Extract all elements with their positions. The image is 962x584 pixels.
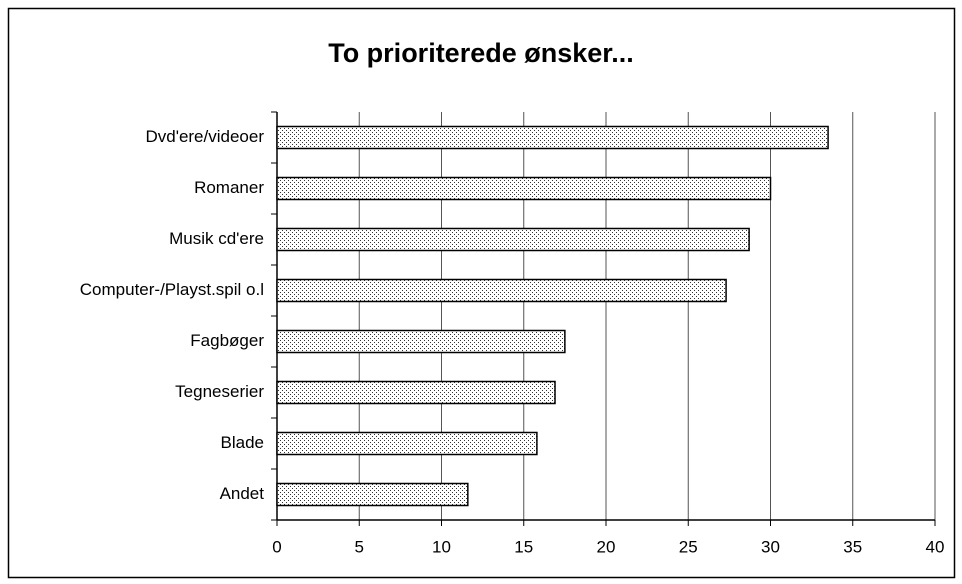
x-tick-label: 30	[761, 537, 780, 556]
bar	[276, 278, 727, 303]
bar	[276, 431, 538, 456]
x-tick-label: 20	[597, 537, 616, 556]
bar	[276, 227, 750, 252]
y-tick-label: Blade	[221, 433, 264, 452]
bar	[276, 380, 556, 405]
y-tick-label: Fagbøger	[190, 331, 264, 350]
y-tick-label: Tegneserier	[175, 382, 264, 401]
x-tick-label: 40	[926, 537, 945, 556]
x-tick-label: 15	[514, 537, 533, 556]
y-tick-label: Computer-/Playst.spil o.l	[80, 280, 264, 299]
bar	[276, 125, 829, 150]
chart-title: To prioriterede ønsker...	[328, 38, 634, 68]
bar	[276, 329, 566, 354]
x-tick-label: 25	[679, 537, 698, 556]
y-tick-label: Romaner	[194, 178, 264, 197]
x-tick-label: 0	[272, 537, 281, 556]
x-tick-label: 5	[355, 537, 364, 556]
bar	[276, 482, 469, 507]
bar	[276, 176, 772, 201]
x-tick-label: 10	[432, 537, 451, 556]
y-tick-label: Andet	[220, 484, 265, 503]
y-tick-label: Dvd'ere/videoer	[145, 127, 264, 146]
x-tick-label: 35	[843, 537, 862, 556]
y-tick-label: Musik cd'ere	[169, 229, 264, 248]
